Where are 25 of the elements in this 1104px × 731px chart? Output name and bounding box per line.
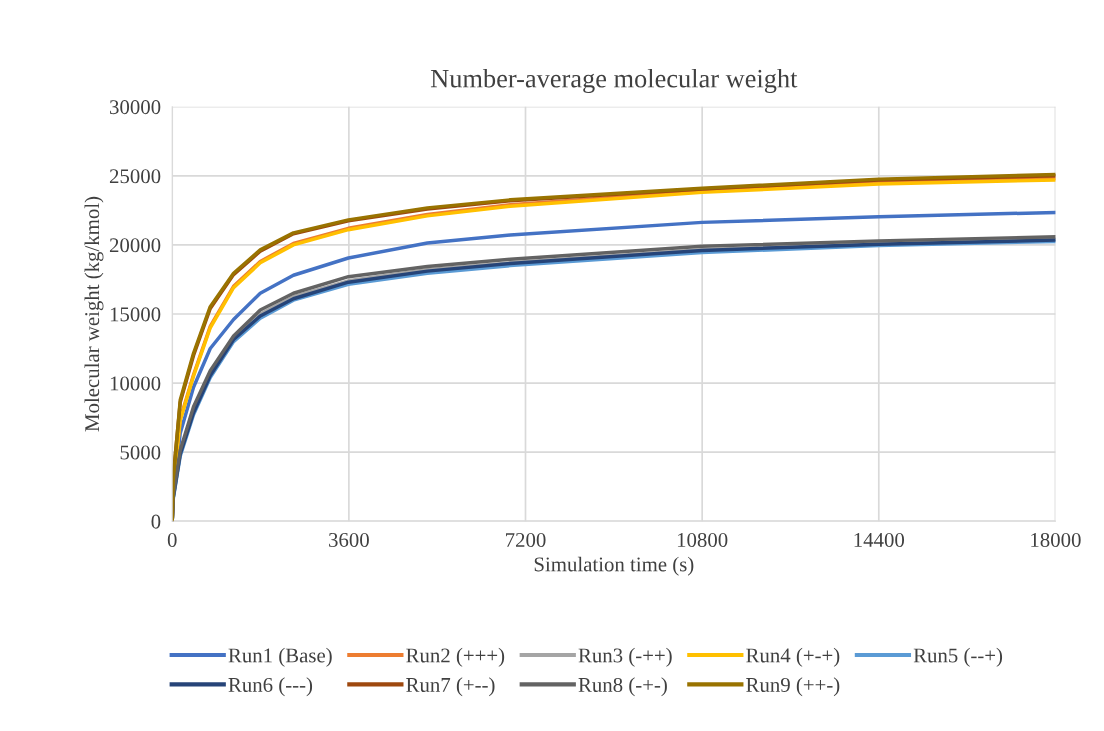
legend-label: Run1 (Base) — [228, 647, 332, 667]
y-tick-label: 30000 — [110, 100, 161, 115]
x-tick-label: 0 — [167, 532, 177, 547]
y-tick-label: 20000 — [109, 238, 161, 253]
x-tick-label: 18000 — [1031, 532, 1081, 547]
y-tick-label: 0 — [151, 514, 161, 529]
legend-label: Run6 (---) — [228, 677, 313, 697]
y-tick-label: 5000 — [120, 445, 161, 460]
y-tick-label: 25000 — [109, 169, 161, 184]
chart-title: Number-average molecular weight — [430, 68, 798, 93]
y-tick-label: 10000 — [110, 376, 161, 391]
legend-label: Run7 (+--) — [406, 677, 495, 697]
legend-label: Run2 (+++) — [406, 647, 505, 667]
x-axis-title: Simulation time (s) — [534, 556, 694, 576]
x-tick-label: 14400 — [854, 532, 905, 547]
y-tick-label: 15000 — [110, 307, 161, 322]
x-tick-label: 10800 — [677, 532, 728, 547]
y-axis-title: Molecular weight (kg/kmol) — [84, 196, 104, 432]
legend-label: Run8 (-+-) — [578, 677, 667, 697]
legend-label: Run4 (+-+) — [746, 647, 840, 667]
x-tick-label: 7200 — [506, 532, 546, 547]
legend-label: Run9 (++-) — [746, 677, 840, 697]
legend-label: Run5 (--+) — [913, 647, 1003, 667]
legend-label: Run3 (-++) — [578, 647, 672, 667]
x-tick-label: 3600 — [329, 532, 369, 547]
